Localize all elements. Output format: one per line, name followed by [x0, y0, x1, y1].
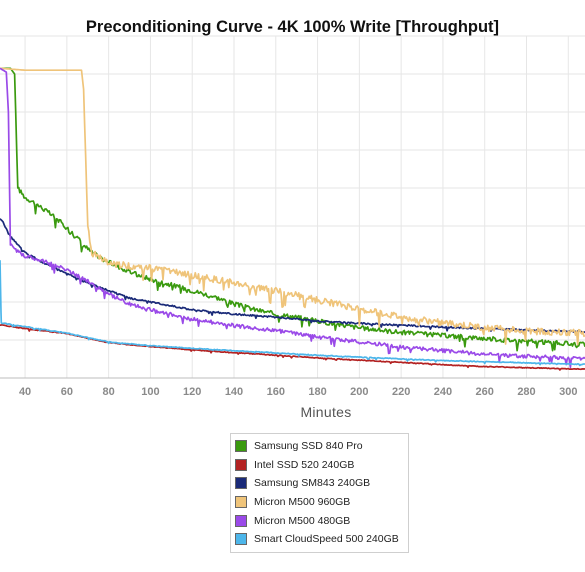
x-tick-label: 100 [141, 386, 159, 398]
x-tick-label: 80 [103, 386, 115, 398]
legend-label: Samsung SSD 840 Pro [254, 440, 363, 453]
x-tick-label: 240 [434, 386, 452, 398]
x-tick-labels: 40 60 80 100 120 140 160 180 200 220 240 260 280 300 [19, 386, 578, 398]
legend-item[interactable]: Samsung SM843 240GB [231, 474, 408, 493]
series-line-micron-m500-480gb [0, 67, 585, 369]
x-tick-label: 60 [61, 386, 73, 398]
legend-label: Intel SSD 520 240GB [254, 458, 355, 471]
legend-label: Micron M500 480GB [254, 514, 351, 527]
x-tick-label: 200 [350, 386, 368, 398]
legend-swatch [235, 458, 247, 471]
legend-label: Micron M500 960GB [254, 496, 351, 509]
grid-lines [0, 35, 585, 378]
line-chart: 40 60 80 100 120 140 160 180 200 220 240 260 280 300 [0, 35, 585, 398]
legend: Samsung SSD 840 Pro Intel SSD 520 240GB Sa… [230, 433, 409, 553]
legend-item[interactable]: Intel SSD 520 240GB [231, 456, 408, 475]
legend-item[interactable]: Samsung SSD 840 Pro [231, 437, 408, 456]
legend-swatch [235, 496, 247, 509]
legend-swatch [235, 533, 247, 546]
x-tick-label: 280 [517, 386, 535, 398]
x-tick-label: 160 [267, 386, 285, 398]
x-tick-label: 260 [476, 386, 494, 398]
x-axis-label: Minutes [300, 404, 352, 420]
x-tick-label: 300 [559, 386, 577, 398]
chart-title: Preconditioning Curve - 4K 100% Write [T… [85, 18, 500, 36]
legend-item[interactable]: Micron M500 960GB [231, 493, 408, 512]
x-tick-label: 120 [183, 386, 201, 398]
x-tick-label: 180 [308, 386, 326, 398]
series-lines [0, 67, 585, 371]
x-tick-label: 140 [225, 386, 243, 398]
legend-item[interactable]: Smart CloudSpeed 500 240GB [231, 530, 408, 549]
legend-swatch [235, 514, 247, 527]
series-line-micron-m500-960gb [0, 67, 585, 346]
legend-swatch [235, 440, 247, 453]
legend-label: Samsung SM843 240GB [254, 477, 371, 490]
series-line-smart-cloudspeed-500-240gb [0, 260, 585, 367]
x-tick-label: 40 [19, 386, 31, 398]
legend-item[interactable]: Micron M500 480GB [231, 511, 408, 530]
legend-label: Smart CloudSpeed 500 240GB [254, 533, 399, 546]
x-tick-label: 220 [392, 386, 410, 398]
legend-swatch [235, 477, 247, 490]
